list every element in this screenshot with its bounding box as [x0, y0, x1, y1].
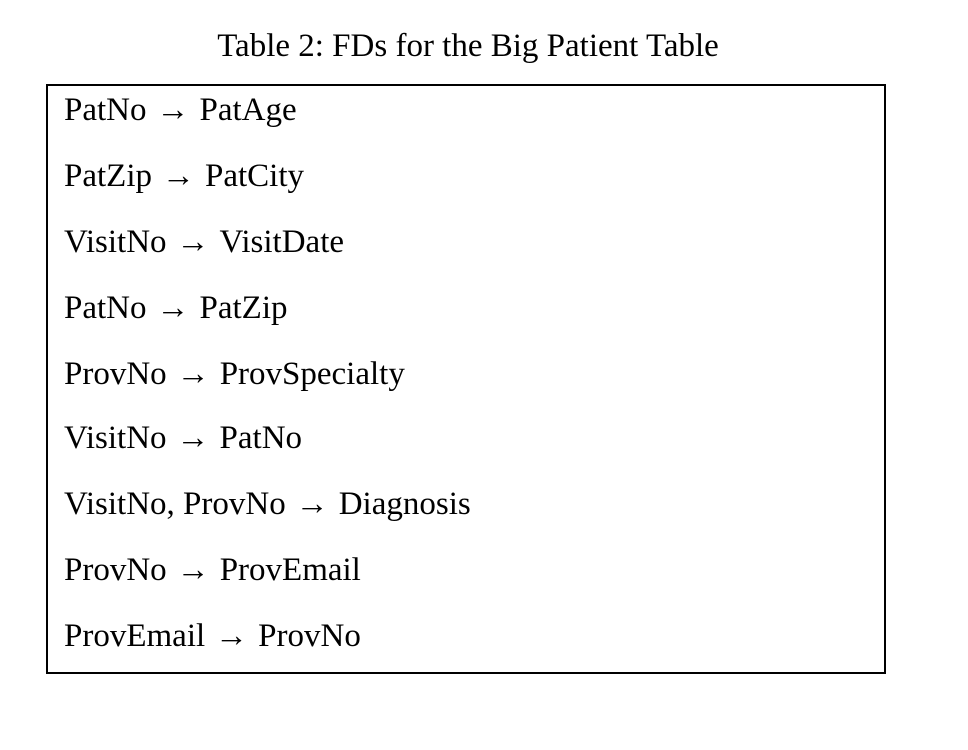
- fd-row: PatNo → PatZip: [64, 288, 288, 328]
- fd-rhs: PatAge: [199, 92, 297, 128]
- arrow-icon: →: [176, 356, 210, 392]
- fd-lhs: ProvNo: [64, 552, 167, 588]
- fd-lhs: VisitNo: [64, 420, 167, 456]
- fd-row: ProvEmail → ProvNo: [64, 616, 361, 656]
- fd-rhs: PatZip: [199, 290, 288, 326]
- fd-row: PatZip → PatCity: [64, 156, 304, 196]
- fd-row: VisitNo → PatNo: [64, 418, 302, 458]
- fd-rhs: PatCity: [205, 158, 305, 194]
- fd-lhs: PatZip: [64, 158, 152, 194]
- fd-rhs: ProvNo: [258, 618, 361, 654]
- fd-table: PatNo → PatAge PatZip → PatCity VisitNo → Visi…: [46, 84, 886, 674]
- arrow-icon: →: [162, 158, 195, 194]
- arrow-icon: →: [176, 420, 210, 456]
- arrow-icon: →: [215, 618, 249, 654]
- fd-rhs: VisitDate: [219, 224, 345, 260]
- fd-lhs: VisitNo, ProvNo: [64, 486, 286, 522]
- fd-row: VisitNo → VisitDate: [64, 222, 344, 262]
- fd-lhs: PatNo: [64, 92, 147, 128]
- fd-rhs: ProvSpecialty: [219, 356, 405, 392]
- arrow-icon: →: [156, 92, 190, 128]
- table-caption: Table 2: FDs for the Big Patient Table: [217, 28, 719, 64]
- fd-rhs: Diagnosis: [338, 486, 471, 522]
- arrow-icon: →: [176, 552, 210, 588]
- fd-row: ProvNo → ProvSpecialty: [64, 354, 405, 394]
- arrow-icon: →: [176, 224, 210, 260]
- arrow-icon: →: [295, 486, 329, 522]
- fd-row: PatNo → PatAge: [64, 90, 297, 130]
- arrow-icon: →: [156, 290, 190, 326]
- fd-lhs: ProvNo: [64, 356, 167, 392]
- fd-row: ProvNo → ProvEmail: [64, 550, 361, 590]
- fd-rhs: PatNo: [219, 420, 303, 456]
- fd-row: VisitNo, ProvNo → Diagnosis: [64, 484, 471, 524]
- fd-lhs: VisitNo: [64, 224, 167, 260]
- fd-lhs: PatNo: [64, 290, 147, 326]
- fd-lhs: ProvEmail: [64, 618, 206, 654]
- fd-rhs: ProvEmail: [219, 552, 361, 588]
